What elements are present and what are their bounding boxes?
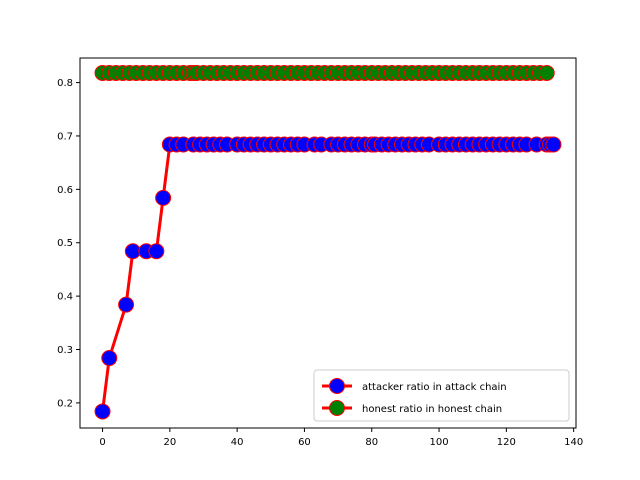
legend-label-honest: honest ratio in honest chain — [362, 404, 502, 415]
x-axis: 0 20 40 60 80 100 120 140 — [99, 428, 583, 448]
x-tick-label: 120 — [497, 437, 516, 448]
data-point — [538, 64, 555, 81]
legend-marker-attacker — [329, 378, 345, 394]
y-tick-label: 0.6 — [57, 185, 73, 196]
x-tick-label: 60 — [298, 437, 311, 448]
legend-marker-honest — [329, 400, 345, 416]
y-tick-label: 0.4 — [57, 292, 73, 303]
y-tick-label: 0.3 — [57, 345, 73, 356]
data-point — [155, 189, 172, 206]
x-tick-label: 100 — [429, 437, 448, 448]
series-layer — [94, 64, 562, 420]
x-tick-label: 40 — [231, 437, 244, 448]
y-tick-label: 0.5 — [57, 238, 73, 249]
x-tick-label: 0 — [99, 437, 105, 448]
data-point — [545, 136, 562, 153]
data-point — [101, 350, 118, 367]
data-point — [148, 243, 165, 260]
y-tick-label: 0.8 — [57, 78, 73, 89]
data-point — [94, 403, 111, 420]
data-point — [124, 243, 141, 260]
x-tick-label: 20 — [163, 437, 176, 448]
x-tick-label: 140 — [564, 437, 583, 448]
data-point — [118, 296, 135, 313]
legend-label-attacker: attacker ratio in attack chain — [362, 382, 507, 393]
legend-frame — [313, 369, 570, 422]
y-axis: 0.2 0.3 0.4 0.5 0.6 0.7 0.8 — [57, 78, 80, 409]
legend: attacker ratio in attack chain honest ra… — [313, 369, 570, 422]
x-tick-label: 80 — [365, 437, 378, 448]
y-tick-label: 0.7 — [57, 131, 73, 142]
y-tick-label: 0.2 — [57, 398, 73, 409]
